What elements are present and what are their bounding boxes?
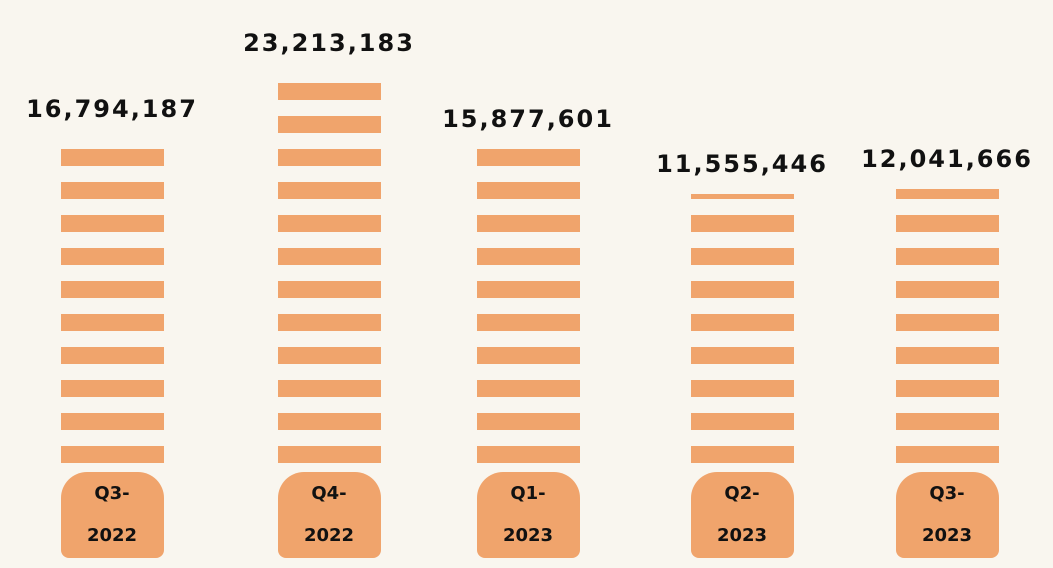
value-label: 16,794,187: [26, 95, 198, 124]
bar: [476, 148, 580, 463]
value-label: 23,213,183: [243, 29, 415, 57]
category-badge: Q2-2023: [690, 472, 794, 558]
bar: [60, 139, 164, 463]
category-label: Q4-2022: [303, 483, 355, 546]
bar: [690, 193, 794, 463]
category-label: Q3-2023: [921, 483, 973, 546]
category-label: Q3-2022: [86, 483, 138, 546]
category-badge: Q3-2022: [60, 472, 164, 558]
category-badge: Q1-2023: [476, 472, 580, 558]
bar: [277, 73, 381, 463]
value-label: 12,041,666: [861, 144, 1033, 173]
category-label: Q1-2023: [502, 483, 554, 546]
bar: [895, 188, 999, 463]
category-label: Q2-2023: [716, 483, 768, 546]
category-badge: Q3-2023: [895, 472, 999, 558]
category-badge: Q4-2022: [277, 472, 381, 558]
value-label: 11,555,446: [656, 149, 828, 178]
value-label: 15,877,601: [442, 104, 614, 133]
